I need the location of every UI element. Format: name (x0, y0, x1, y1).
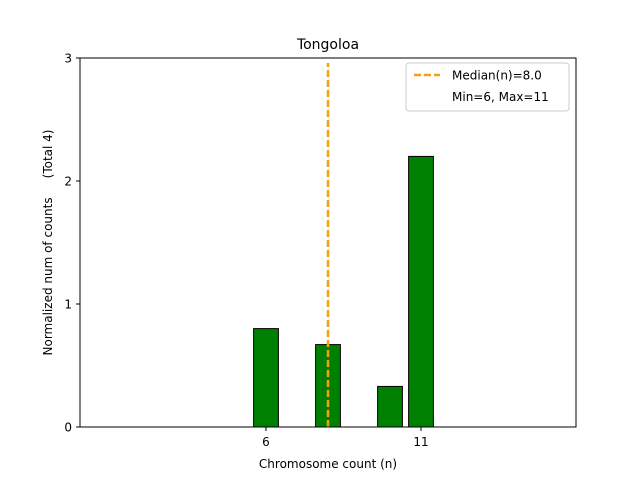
bar-0 (253, 328, 279, 428)
plot-frame (79, 57, 577, 428)
bars-group (253, 155, 434, 428)
chart-title: Tongoloa (296, 37, 359, 53)
y-tick-label: 1 (64, 298, 72, 312)
x-tick-label: 6 (262, 435, 270, 449)
x-axis-label: Chromosome count (n) (259, 457, 397, 471)
y-tick-label: 0 (64, 421, 72, 435)
ticks-group: 6 11 0 1 2 3 (64, 52, 428, 450)
y-tick-label: 2 (64, 175, 72, 189)
legend-median-label: Median(n)=8.0 (452, 69, 542, 83)
bar-3 (408, 155, 434, 428)
x-tick-label: 11 (413, 435, 428, 449)
bar-2 (377, 385, 403, 428)
y-axis-label: Normalized num of counts (Total 4) (41, 130, 55, 356)
y-tick-label: 3 (64, 52, 72, 66)
legend-minmax-label: Min=6, Max=11 (452, 90, 549, 104)
legend: Median(n)=8.0 Min=6, Max=11 (405, 62, 570, 112)
legend-box (405, 62, 570, 112)
